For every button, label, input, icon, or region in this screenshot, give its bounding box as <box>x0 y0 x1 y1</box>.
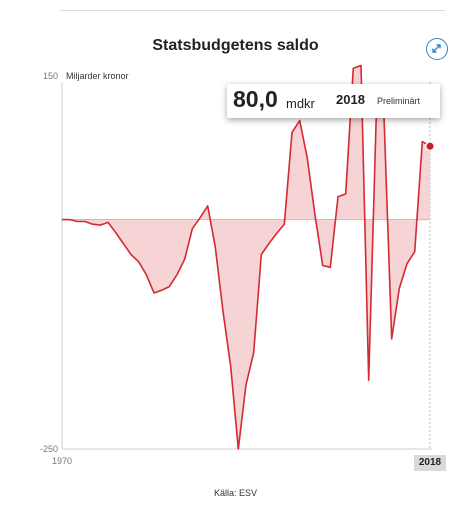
tooltip-status: Preliminärt <box>377 96 421 106</box>
y-tick-label-bottom: -250 <box>40 444 58 454</box>
series-area <box>62 65 430 449</box>
series-line <box>62 64 431 450</box>
y-tick-label-top: 150 <box>43 71 58 81</box>
tooltip-value: 80,0 <box>233 86 278 112</box>
expand-button[interactable] <box>426 38 448 60</box>
selected-year-badge[interactable]: 2018 <box>414 455 446 471</box>
expand-arrows-icon <box>432 44 441 53</box>
tooltip-unit: mdkr <box>286 96 315 111</box>
x-tick-label-first: 1970 <box>52 456 72 466</box>
y-axis-label: Miljarder kronor <box>66 71 129 81</box>
top-divider <box>60 10 445 11</box>
value-tooltip: 80,0 mdkr 2018 Preliminärt <box>227 84 440 118</box>
source-note: Källa: ESV <box>213 488 258 498</box>
chart-title: Statsbudgetens saldo <box>152 37 319 54</box>
selected-point-marker <box>425 141 435 152</box>
tooltip-year: 2018 <box>336 92 365 107</box>
